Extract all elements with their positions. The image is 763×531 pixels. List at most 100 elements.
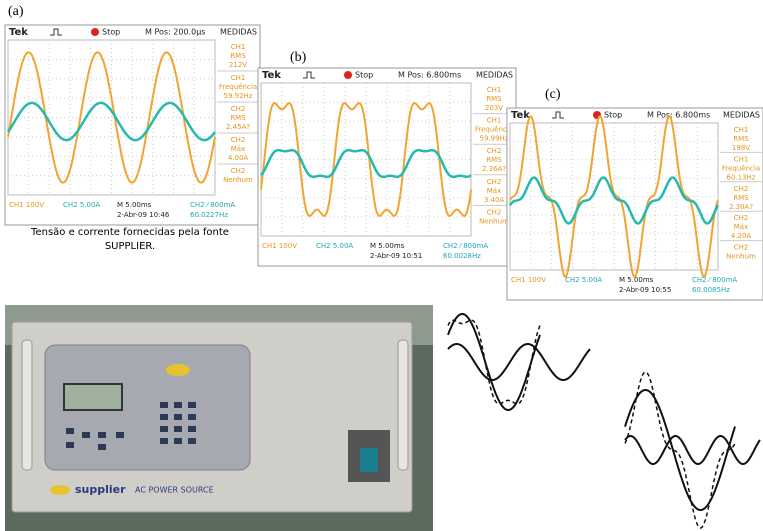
current-trace	[260, 148, 472, 179]
status: Stop	[355, 71, 373, 80]
measure-text: CH2	[231, 105, 246, 113]
measure-text: CH2	[734, 185, 749, 193]
handle	[21, 339, 33, 471]
measure-text: CH1	[231, 74, 246, 82]
switch	[360, 448, 378, 472]
measure-text: Nenhum	[479, 217, 509, 225]
footer-date: 2-Abr-09 10:55	[619, 286, 671, 294]
m-pos: M Pos: 200.0µs	[145, 28, 205, 37]
footer-trig: CH2 ⁄ 800mA	[190, 201, 235, 209]
measure-text: 2.36A?	[482, 165, 506, 173]
footer-trig: CH2 ⁄ 800mA	[692, 276, 737, 284]
measure-text: CH1	[487, 86, 502, 94]
measure-text: CH1	[231, 43, 246, 51]
measure-text: CH1	[734, 126, 749, 134]
brand: Tek	[9, 27, 28, 38]
measure-text: 59.99Hz	[480, 135, 509, 143]
footer-ch2: CH2 5.00A	[316, 242, 353, 250]
stop-dot	[344, 71, 352, 79]
measure-text: RMS	[486, 156, 502, 164]
footer-ch2: CH2 5.00A	[565, 276, 602, 284]
measure-text: Frequência	[722, 164, 760, 172]
voltage-trace	[509, 115, 719, 278]
measure-text: RMS	[230, 114, 246, 122]
panel-label: (a)	[8, 4, 24, 19]
footer-freq: 60.0028Hz	[443, 252, 481, 260]
voltage-trace	[260, 102, 472, 217]
sketch-voltage	[624, 389, 736, 511]
footer-ch1: CH1 100V	[9, 201, 44, 209]
measure-text: 2.30A?	[729, 203, 753, 211]
measure-text: RMS	[733, 194, 749, 202]
waveform-sketches	[447, 313, 761, 529]
measure-text: 4.20A	[731, 232, 752, 240]
measure-text: 4.00A	[228, 154, 249, 162]
measure-text: RMS	[733, 135, 749, 143]
sketch-current	[447, 343, 591, 381]
brand: Tek	[262, 70, 281, 81]
footer-freq: 60.0085Hz	[692, 286, 730, 294]
measure-text: Nenhum	[223, 176, 253, 184]
measure-text: CH2	[734, 214, 749, 222]
measures-title: MEDIDAS	[220, 28, 257, 37]
measure-text: CH2	[231, 167, 246, 175]
scope-screen: Tek Stop M Pos: 6.800ms MEDIDASCH1RMS198VCH…	[506, 107, 763, 301]
measure-text: Máx	[231, 145, 245, 153]
measure-text: CH1	[487, 117, 502, 125]
current-trace	[6, 101, 216, 142]
measure-text: CH2	[487, 208, 502, 216]
measure-text: 212V	[229, 61, 247, 69]
sketch-voltage-distorted	[624, 371, 736, 529]
brand: Tek	[511, 110, 530, 121]
measure-text: 2.45A?	[226, 123, 250, 131]
measure-text: CH2	[487, 178, 502, 186]
measure-text: CH1	[734, 155, 749, 163]
measures-title: MEDIDAS	[476, 71, 513, 80]
stop-dot	[593, 111, 601, 119]
stop-dot	[91, 28, 99, 36]
footer-date: 2-Abr-09 10:46	[117, 211, 170, 219]
measure-text: RMS	[230, 52, 246, 60]
scope-screen: Tek Stop M Pos: 200.0µs MEDIDASCH1RMS212VCH…	[4, 24, 261, 226]
logo	[50, 485, 70, 495]
panel-label: (b)	[290, 50, 307, 65]
trigger-icon	[303, 71, 315, 79]
measure-text: Máx	[734, 223, 748, 231]
handle	[397, 339, 409, 471]
status: Stop	[604, 111, 622, 120]
scope-screen: Tek Stop M Pos: 6.800ms MEDIDASCH1RMS203VCH…	[257, 67, 517, 267]
measure-text: Frequência	[219, 83, 257, 91]
lcd	[63, 383, 123, 411]
measure-text: 3.40A	[484, 196, 505, 204]
measure-text: RMS	[486, 95, 502, 103]
caption-line: Tensão e corrente fornecidas pela fonte	[30, 227, 229, 238]
measures-title: MEDIDAS	[723, 111, 760, 120]
footer-trig: CH2 ⁄ 800mA	[443, 242, 488, 250]
caption-line: SUPPLIER.	[105, 241, 155, 252]
keypad	[66, 402, 196, 450]
current-trace	[508, 176, 720, 225]
footer-ch2: CH2 5.00A	[63, 201, 100, 209]
measure-text: 60.13Hz	[727, 173, 756, 181]
measure-text: 59.92Hz	[224, 92, 253, 100]
status: Stop	[102, 28, 120, 37]
measure-text: Frequência	[475, 126, 513, 134]
measure-text: Nenhum	[726, 253, 756, 261]
footer-freq: 60.0227Hz	[190, 211, 228, 219]
sketch-current	[624, 435, 761, 465]
footer-date: 2-Abr-09 10:51	[370, 252, 422, 260]
front-panel	[44, 344, 251, 471]
trigger-icon	[50, 28, 62, 36]
footer-time: M 5.00ms	[117, 201, 152, 209]
device-photo: supplier AC POWER SOURCE	[5, 305, 433, 531]
m-pos: M Pos: 6.800ms	[398, 71, 461, 80]
measure-text: CH2	[487, 147, 502, 155]
logo	[166, 364, 190, 376]
trigger-icon	[552, 111, 564, 119]
measure-text: 198V	[732, 144, 750, 152]
voltage-trace	[7, 51, 216, 184]
measure-text: CH2	[734, 244, 749, 252]
panel-label: (c)	[545, 87, 561, 102]
footer-time: M 5.00ms	[370, 242, 405, 250]
